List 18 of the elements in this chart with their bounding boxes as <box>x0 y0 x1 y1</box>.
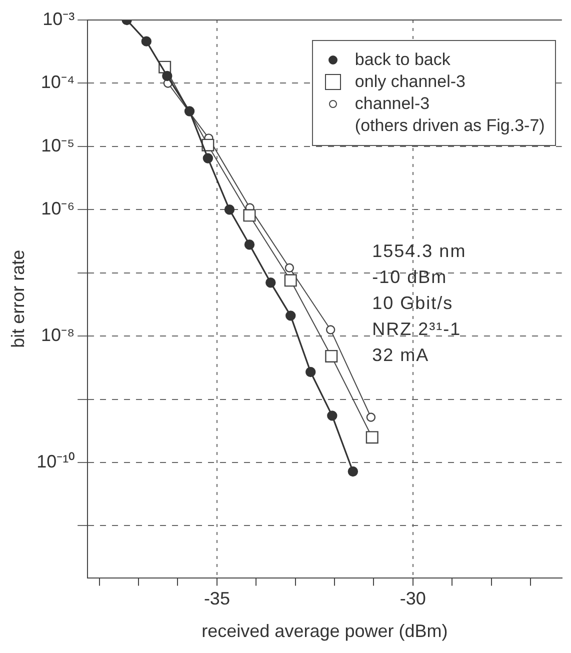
y-axis-title: bit error rate <box>8 250 28 348</box>
x-tick-label: -30 <box>400 588 426 609</box>
y-tick-label: 10⁻³ <box>42 8 75 29</box>
legend-label: only channel-3 <box>354 71 466 93</box>
legend-label: back to back <box>354 49 450 71</box>
annotation: 32 mA <box>372 344 430 367</box>
annotation: -10 dBm <box>372 266 448 289</box>
x-tick-label: -35 <box>204 588 230 609</box>
y-tick-label: 10⁻¹⁰ <box>36 451 75 472</box>
y-tick-label: 10⁻⁵ <box>41 135 75 156</box>
x-axis-title: received average power (dBm) <box>202 621 448 642</box>
y-tick-label: 10⁻⁴ <box>40 72 75 92</box>
annotation: 1554.3 nm <box>372 240 466 263</box>
legend-label: channel-3 (others driven as Fig.3-7) <box>354 93 545 137</box>
y-tick-label: 10⁻⁶ <box>41 198 75 219</box>
annotation: 10 Gbit/s <box>372 292 454 315</box>
y-tick-label: 10⁻⁸ <box>40 325 75 346</box>
annotation: NRZ 2³¹-1 <box>372 318 462 341</box>
